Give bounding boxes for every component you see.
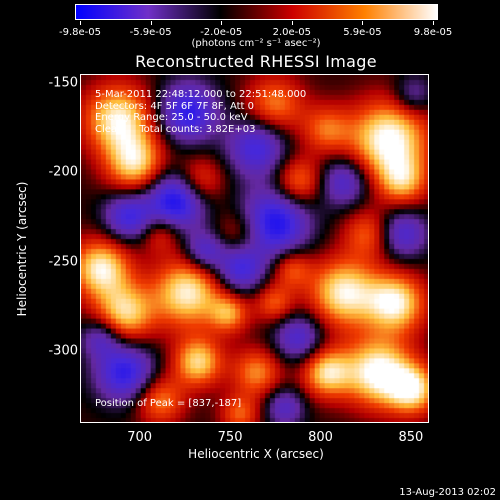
info-energy-range: Energy Range: 25.0 - 50.0 keV [95, 112, 248, 123]
x-tick-label: 750 [217, 430, 243, 445]
y-axis-label: Heliocentric Y (arcsec) [15, 181, 29, 317]
timestamp: 13-Aug-2013 02:02 [399, 487, 496, 498]
colorbar-tick-mark [362, 21, 364, 25]
colorbar-tick-mark [221, 21, 223, 25]
colorbar-units: (photons cm⁻² s⁻¹ asec⁻²) [191, 38, 321, 49]
x-tick-label: 800 [308, 430, 333, 445]
y-tick-label: -250 [48, 254, 78, 270]
y-tick-label: -150 [48, 75, 78, 91]
plot-title: Reconstructed RHESSI Image [135, 52, 377, 71]
x-tick-label: 850 [398, 430, 424, 445]
colorbar-tick-label: -9.8e-05 [59, 27, 101, 38]
colorbar-tick-label: -5.9e-05 [129, 27, 172, 38]
colorbar-tick-mark [433, 21, 434, 25]
colorbar [75, 4, 438, 20]
colorbar-tick-mark [291, 21, 293, 25]
colorbar-tick-label: 9.8e-05 [413, 27, 453, 38]
peak-position-label: Position of Peak = [837,-187] [95, 398, 242, 409]
image-plot[interactable]: 5-Mar-2011 22:48:12.000 to 22:51:48.000 … [80, 74, 429, 423]
info-detectors: Detectors: 4F 5F 6F 7F 8F, Att 0 [95, 100, 255, 112]
y-tick-label: -300 [48, 343, 78, 359]
y-tick-label: -200 [48, 164, 78, 180]
colorbar-tick-label: 2.0e-05 [272, 27, 311, 38]
x-axis-label: Heliocentric X (arcsec) [188, 447, 324, 461]
rhessi-image-map [81, 75, 428, 422]
colorbar-tick-label: 5.9e-05 [343, 27, 382, 38]
colorbar-tick-mark [80, 21, 81, 25]
x-tick-label: 700 [127, 430, 153, 445]
info-time-range: 5-Mar-2011 22:48:12.000 to 22:51:48.000 [95, 89, 307, 100]
colorbar-tick-mark [150, 21, 152, 25]
colorbar-tick-label: -2.0e-05 [200, 27, 243, 38]
info-clean-counts: Clean Total counts: 3.82E+03 [95, 123, 256, 135]
